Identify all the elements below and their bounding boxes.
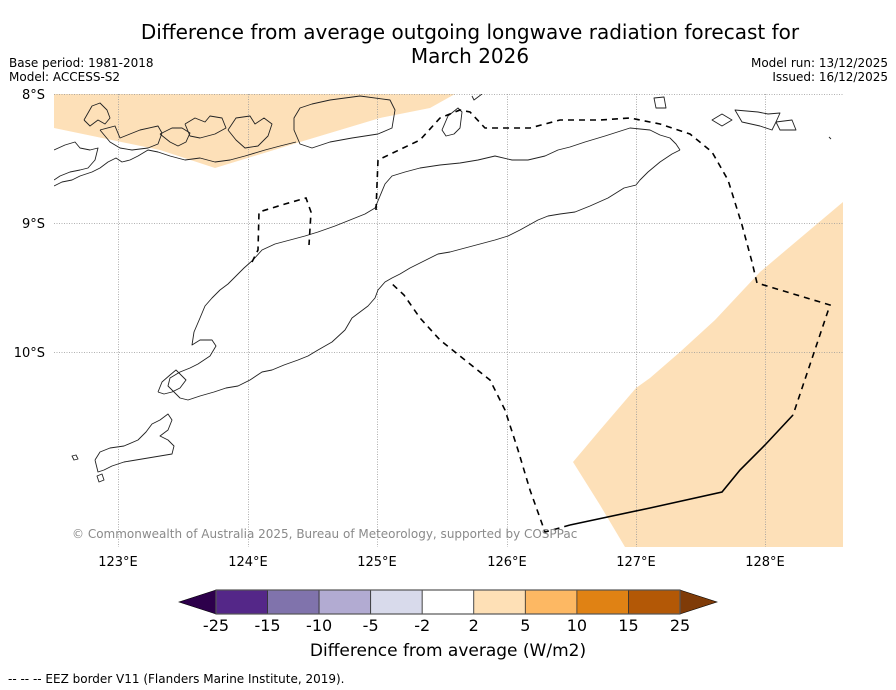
colorbar-tick-label: 2 [468,616,479,635]
coastlines [54,94,832,483]
lat-label-8s: 8°S [22,88,45,103]
coastline-island-north-5 [227,115,273,149]
meta-left: Base period: 1981-2018 Model: ACCESS-S2 [9,56,154,84]
colorbar-tick-label: 25 [669,616,691,635]
lon-label-124e: 124°E [228,555,268,570]
colorbar-title: Difference from average (W/m2) [309,641,587,661]
colorbar-tick-label: 5 [520,616,531,635]
colorbar-tick-label: 10 [566,616,588,635]
lat-label-10s: 10°S [14,346,45,361]
lon-label-125e: 125°E [357,555,397,570]
model-run-date: Model run: 13/12/2025 [750,56,888,70]
gridlines [54,94,843,547]
title-line-1: Difference from average outgoing longwav… [140,20,800,44]
title-line-2: March 2026 [410,44,530,68]
coastline-island-ne-1 [653,96,667,109]
eez-border-legend: -- -- -- EEZ border V11 (Flanders Marine… [8,672,345,686]
colorbar-tick-label: -15 [254,616,281,635]
colorbar-bin [628,589,681,615]
colorbar-extend-high [679,589,718,615]
colorbar-tick-label: -2 [414,616,431,635]
colorbar-tick-label: -10 [306,616,333,635]
colorbar-bin [421,589,475,615]
colorbar-bin [524,589,578,615]
coastline-island-ne-2 [711,113,733,127]
coastline-timor-south [167,149,681,401]
coastline-timor-north [252,127,681,261]
colorbar-outline [215,589,681,615]
coastline-island-north-6 [293,95,396,149]
coastline-islet-north [471,94,483,101]
lat-label-9s: 9°S [22,217,45,232]
colorbar-tick-label: -5 [362,616,379,635]
coastline-island-north-4 [184,115,227,139]
lon-label-128e: 128°E [745,555,785,570]
coastline-island-north-2 [99,125,163,151]
lon-label-127e: 127°E [616,555,656,570]
meta-right: Model run: 13/12/2025 Issued: 16/12/2025 [751,56,888,84]
eez-border-southwest [389,281,571,533]
coastline-island-north-1 [83,102,111,127]
coastline-islet-2 [71,454,79,461]
eez-border [251,109,832,533]
lon-label-126e: 126°E [487,555,527,570]
base-period: Base period: 1981-2018 [9,56,154,70]
eez-border-oecusse [251,197,312,263]
coastline-island-ne-4 [775,119,797,131]
colorbar-extend-low [178,589,217,615]
eez-border-north [375,109,832,416]
copyright-notice: © Commonwealth of Australia 2025, Bureau… [72,527,578,541]
map-title: Difference from average outgoing longwav… [0,20,896,68]
anomaly-region-north-band [54,94,455,168]
colorbar-bin [370,589,423,615]
coastline-west-1 [54,141,99,181]
coastline-island-semau [157,369,187,395]
colorbar-bin [267,589,320,615]
colorbar-bin [473,589,526,615]
map-plot-area [54,94,843,547]
coastline-island-north-3 [159,127,191,147]
lon-label-123e: 123°E [98,555,138,570]
colorbar [178,589,718,615]
coastline-west-2 [54,141,297,187]
coastline-islet-ne [828,136,832,140]
colorbar-tick-label: 15 [618,616,639,635]
colorbar-tick-label: -25 [202,616,230,635]
colorbar-bin [215,589,268,615]
coastline-island-rote [94,413,175,473]
colorbar-bin [576,589,629,615]
issued-date: Issued: 16/12/2025 [772,70,888,84]
model-name: Model: ACCESS-S2 [9,70,121,84]
colorbar-bin [318,589,372,615]
coastline-islet-1 [96,473,105,483]
eez-border-south [569,414,794,526]
